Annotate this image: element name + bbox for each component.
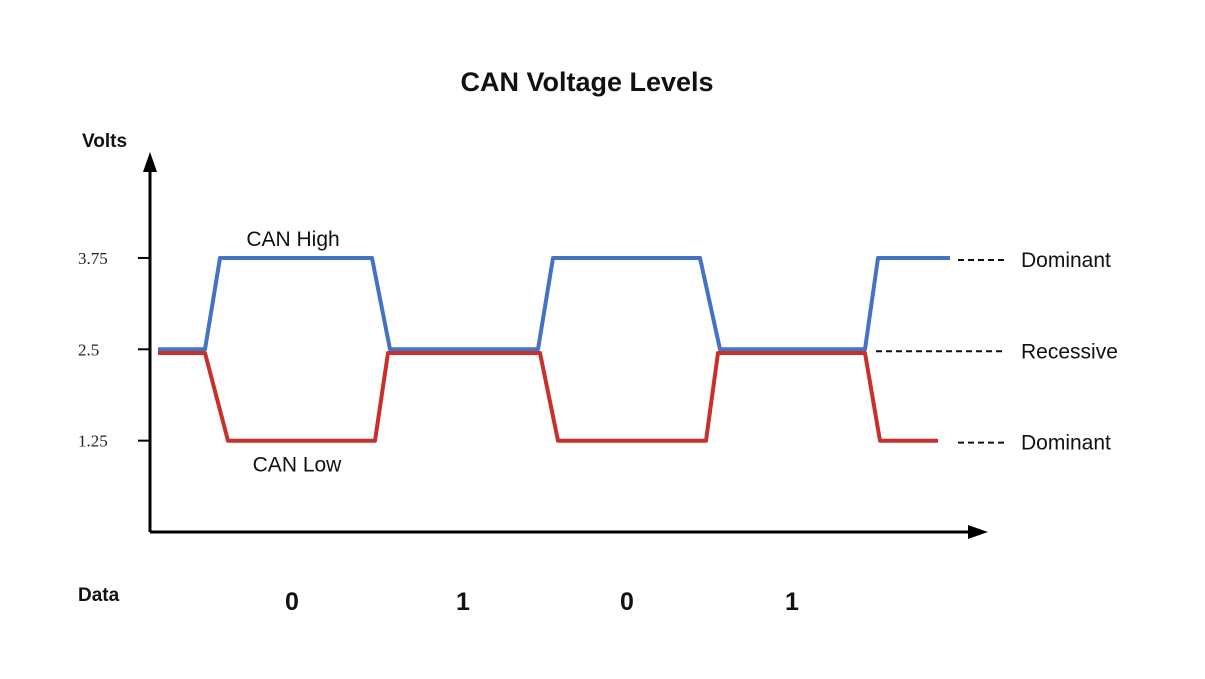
state-annotations: Dominant Recessive Dominant <box>876 249 1118 455</box>
y-axis-arrow <box>143 152 157 172</box>
can-high-label: CAN High <box>246 228 339 251</box>
can-high-line <box>158 256 950 352</box>
x-axis-title: Data <box>78 585 120 606</box>
chart-title: CAN Voltage Levels <box>460 67 713 97</box>
state-label-dominant: Dominant <box>1021 432 1111 455</box>
y-ticks: 3.75 2.5 1.25 <box>78 249 150 451</box>
bit-labels: 0 1 0 1 <box>285 588 799 616</box>
y-tick-label: 2.5 <box>78 340 99 359</box>
can-low-line <box>158 351 938 443</box>
x-axis-arrow <box>968 525 988 539</box>
state-label-recessive: Recessive <box>1021 340 1118 363</box>
data-bit-label: 0 <box>285 588 299 616</box>
series-labels: CAN High CAN Low <box>246 228 342 477</box>
y-tick-label: 1.25 <box>78 432 108 451</box>
can-low-label: CAN Low <box>253 454 343 477</box>
state-label-dominant: Dominant <box>1021 249 1111 272</box>
data-bit-label: 1 <box>785 588 799 616</box>
data-bit-label: 1 <box>456 588 470 616</box>
axes <box>143 152 988 539</box>
y-tick-label: 3.75 <box>78 249 108 268</box>
y-axis-title: Volts <box>82 131 127 152</box>
data-bit-label: 0 <box>620 588 634 616</box>
series-lines <box>158 256 950 443</box>
